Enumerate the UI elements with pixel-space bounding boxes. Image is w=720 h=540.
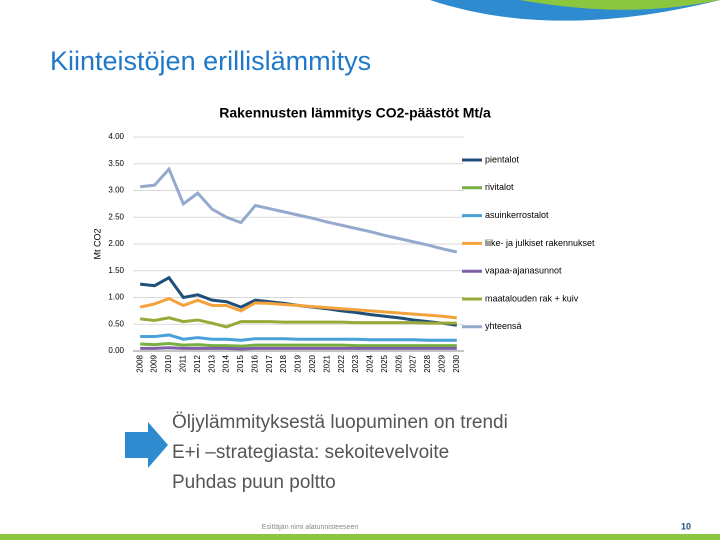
legend-label: pientalot [485, 154, 520, 164]
series-line [139, 296, 457, 320]
x-tick-label: 2019 [294, 354, 303, 372]
x-tick-label: 2026 [394, 354, 403, 372]
arrow [125, 422, 168, 468]
footer: Esittäjän nimi alatunnisteeseen [262, 524, 359, 531]
decoration [520, 0, 720, 10]
x-tick-label: 2012 [193, 354, 202, 372]
y-tick-label: 3.50 [108, 159, 124, 168]
x-tick-label: 2027 [409, 354, 418, 372]
x-tick-label: 2010 [164, 354, 173, 372]
legend-label: vapaa-ajanasunnot [485, 266, 562, 276]
x-tick-label: 2013 [207, 354, 216, 372]
x-tick-label: 2029 [438, 354, 447, 372]
y-tick-label: 1.50 [108, 266, 124, 275]
bullet: Puhdas puun poltto [172, 472, 336, 493]
series-line [140, 342, 457, 348]
x-tick-label: 2025 [380, 354, 389, 372]
y-tick-label: 2.00 [108, 239, 124, 248]
x-tick-label: 2014 [222, 354, 231, 372]
series-line [140, 316, 457, 329]
x-tick-label: 2020 [308, 354, 317, 372]
x-tick-label: 2011 [178, 354, 187, 372]
y-tick-label: 1.00 [108, 293, 124, 302]
y-tick-label: 2.50 [108, 212, 124, 221]
x-tick-label: 2023 [351, 354, 360, 372]
bullet: Öljylämmityksestä luopuminen on trendi [172, 412, 508, 433]
footer-bar [0, 534, 720, 540]
chart-title: Rakennusten lämmitys CO2-päästöt Mt/a [219, 105, 491, 121]
x-tick-label: 2009 [150, 354, 159, 372]
legend-label: liike- ja julkiset rakennukset [485, 238, 595, 248]
legend-label: maatalouden rak + kuiv [485, 293, 579, 303]
x-tick-label: 2008 [135, 354, 144, 372]
bullet: E+i –strategiasta: sekoitevelvoite [172, 442, 449, 463]
page-number: 10 [681, 521, 691, 531]
y-axis-label: Mt CO2 [92, 228, 102, 259]
y-tick-label: 4.00 [108, 132, 124, 141]
series-line [140, 346, 457, 351]
x-tick-label: 2021 [322, 354, 331, 372]
slide-title: Kiinteistöjen erillislämmitys [50, 46, 371, 76]
x-tick-label: 2016 [250, 354, 259, 372]
x-tick-label: 2017 [265, 354, 274, 372]
y-tick-label: 0.50 [108, 319, 124, 328]
legend-label: yhteensä [485, 321, 522, 331]
series-line [140, 333, 457, 342]
legend-label: asuinkerrostalot [485, 210, 549, 220]
x-tick-label: 2030 [452, 354, 461, 372]
legend-label: rivitalot [485, 182, 514, 192]
x-tick-label: 2022 [337, 354, 346, 372]
series-line [140, 166, 458, 254]
x-tick-label: 2028 [423, 354, 432, 372]
y-tick-label: 3.00 [108, 186, 124, 195]
x-tick-label: 2024 [366, 354, 375, 372]
y-tick-label: 0.00 [108, 346, 124, 355]
x-tick-label: 2015 [236, 354, 245, 372]
x-tick-label: 2018 [279, 354, 288, 372]
